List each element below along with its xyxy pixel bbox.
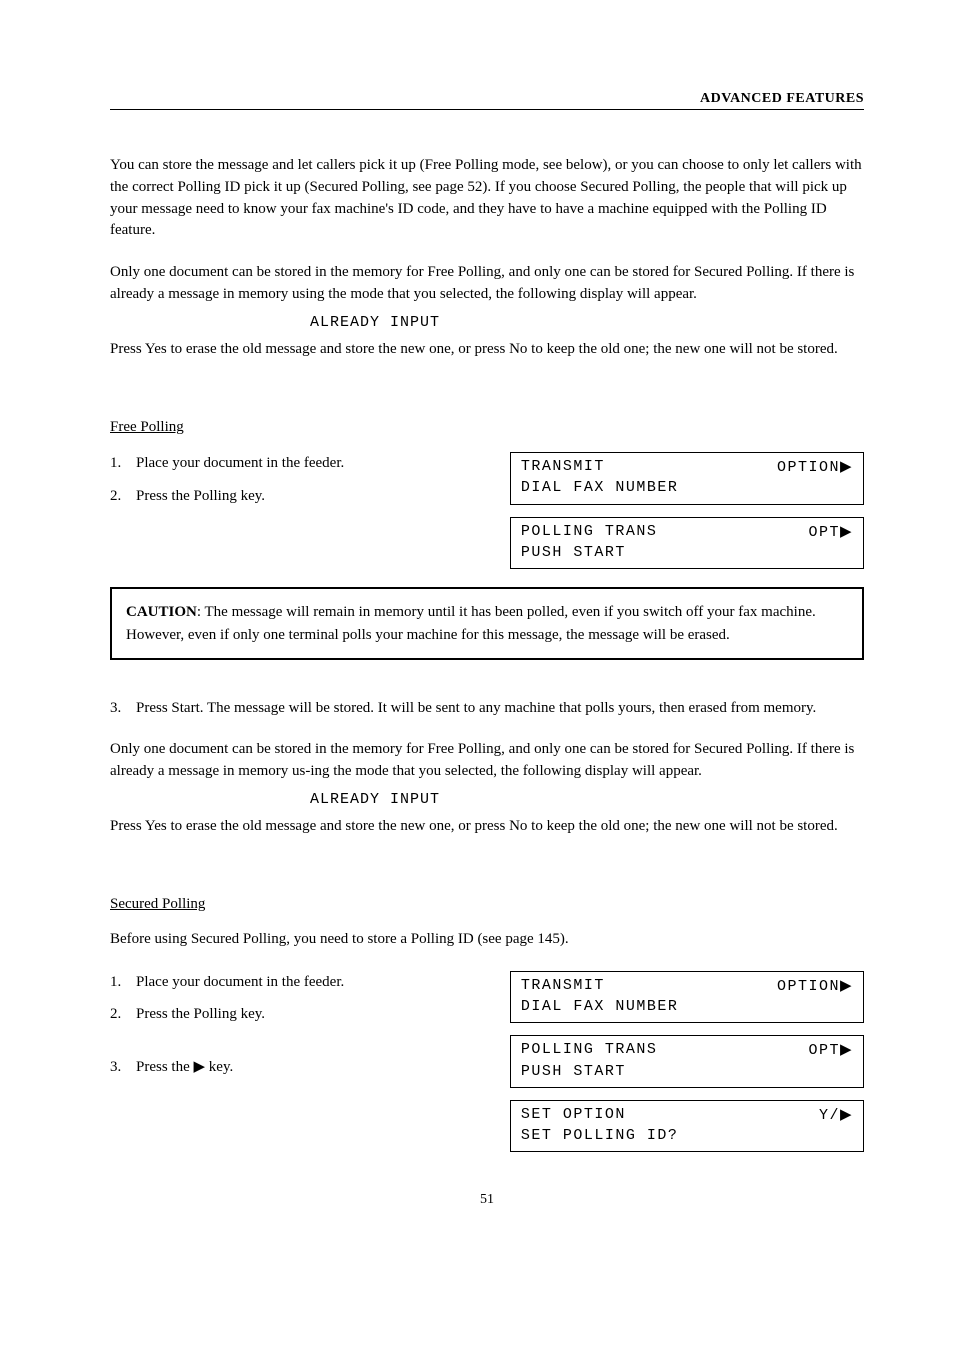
lcd5-l1-left: SET OPTION bbox=[521, 1105, 626, 1126]
lcd-polling-2: POLLING TRANS OPT▶ PUSH START bbox=[510, 1035, 864, 1088]
lcd3-l1-left: TRANSMIT bbox=[521, 976, 605, 997]
free-polling-section: 1.Place your document in the feeder. 2.P… bbox=[110, 452, 864, 569]
right-arrow-icon: ▶ bbox=[840, 1041, 853, 1058]
intro3-prefix: Only one document can be stored in the m… bbox=[110, 741, 854, 779]
lcd5-l1-right: Y/▶ bbox=[819, 1105, 853, 1126]
already-input-label-2: ALREADY INPUT bbox=[310, 789, 440, 811]
intro3-tail: Press Yes to erase the old message and s… bbox=[110, 818, 838, 834]
lcd4-l1-left: POLLING TRANS bbox=[521, 1040, 658, 1061]
caution-box: CAUTION: The message will remain in memo… bbox=[110, 587, 864, 660]
intro-paragraph-3: Only one document can be stored in the m… bbox=[110, 739, 864, 838]
lcd1-l2: DIAL FAX NUMBER bbox=[521, 478, 679, 498]
secured-polling-intro: Before using Secured Polling, you need t… bbox=[110, 929, 864, 951]
secured-step-3: 3.Press the ▶ key. bbox=[110, 1056, 482, 1079]
page-root: ADVANCED FEATURES You can store the mess… bbox=[0, 0, 954, 1268]
secured-step-1: 1.Place your document in the feeder. bbox=[110, 971, 482, 994]
free-polling-lcds: TRANSMIT OPTION▶ DIAL FAX NUMBER POLLING… bbox=[510, 452, 864, 569]
right-arrow-icon: ▶ bbox=[840, 523, 853, 540]
already-input-label-1: ALREADY INPUT bbox=[310, 312, 440, 334]
page-number: 51 bbox=[110, 1192, 864, 1208]
lcd4-l1-right: OPT▶ bbox=[808, 1040, 853, 1061]
free-polling-steps: 1.Place your document in the feeder. 2.P… bbox=[110, 452, 482, 517]
lcd3-l1-right: OPTION▶ bbox=[777, 976, 853, 997]
secured-polling-lcds: TRANSMIT OPTION▶ DIAL FAX NUMBER POLLING… bbox=[510, 971, 864, 1153]
lcd5-l2: SET POLLING ID? bbox=[521, 1126, 679, 1146]
right-arrow-icon: ▶ bbox=[840, 1106, 853, 1123]
lcd-set-option: SET OPTION Y/▶ SET POLLING ID? bbox=[510, 1100, 864, 1153]
lcd1-l1-left: TRANSMIT bbox=[521, 457, 605, 478]
lcd-transmit-1: TRANSMIT OPTION▶ DIAL FAX NUMBER bbox=[510, 452, 864, 505]
caution-text: The message will remain in memory until … bbox=[126, 604, 816, 643]
right-arrow-icon: ▶ bbox=[840, 977, 853, 994]
caution-label: CAUTION bbox=[126, 604, 197, 620]
intro-paragraph-2: Only one document can be stored in the m… bbox=[110, 262, 864, 361]
lcd-transmit-2: TRANSMIT OPTION▶ DIAL FAX NUMBER bbox=[510, 971, 864, 1024]
intro2-prefix: Only one document can be stored in the m… bbox=[110, 264, 854, 302]
secured-polling-heading: Secured Polling bbox=[110, 896, 864, 913]
right-arrow-icon: ▶ bbox=[840, 458, 853, 475]
lcd2-l1-right: OPT▶ bbox=[808, 522, 853, 543]
free-polling-step3-list: 3.Press Start. The message will be store… bbox=[110, 700, 864, 717]
lcd-polling-1: POLLING TRANS OPT▶ PUSH START bbox=[510, 517, 864, 570]
lcd2-l2: PUSH START bbox=[521, 543, 626, 563]
free-step-2: 2.Press the Polling key. bbox=[110, 485, 482, 508]
lcd3-l2: DIAL FAX NUMBER bbox=[521, 997, 679, 1017]
free-step-3: 3.Press Start. The message will be store… bbox=[110, 700, 864, 717]
intro2-tail: Press Yes to erase the old message and s… bbox=[110, 341, 838, 357]
secured-polling-steps: 1.Place your document in the feeder. 2.P… bbox=[110, 971, 482, 1089]
page-header: ADVANCED FEATURES bbox=[110, 90, 864, 110]
free-step-1: 1.Place your document in the feeder. bbox=[110, 452, 482, 475]
lcd4-l2: PUSH START bbox=[521, 1062, 626, 1082]
free-polling-heading: Free Polling bbox=[110, 419, 864, 436]
secured-polling-section: 1.Place your document in the feeder. 2.P… bbox=[110, 971, 864, 1153]
intro-paragraph-1: You can store the message and let caller… bbox=[110, 155, 864, 242]
header-title: ADVANCED FEATURES bbox=[700, 91, 864, 106]
lcd1-l1-right: OPTION▶ bbox=[777, 457, 853, 478]
secured-step-2: 2.Press the Polling key. bbox=[110, 1003, 482, 1026]
lcd2-l1-left: POLLING TRANS bbox=[521, 522, 658, 543]
